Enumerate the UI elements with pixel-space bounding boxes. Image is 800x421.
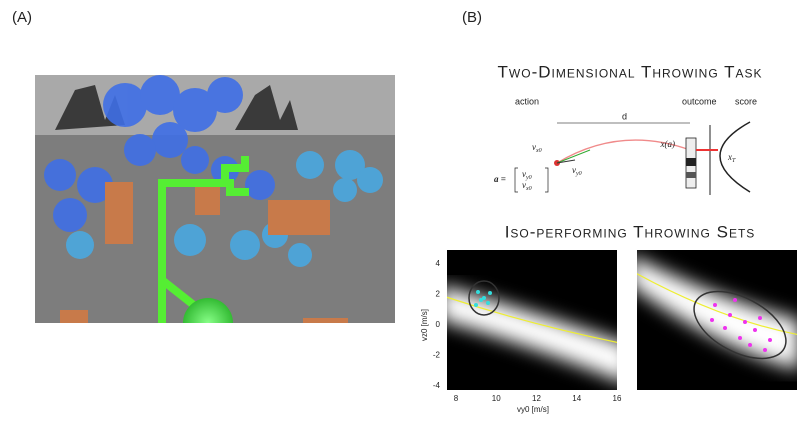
math: xT [727, 152, 736, 164]
label: d [622, 111, 627, 121]
x-axis-label: vy0 [m/s] [517, 405, 549, 414]
label: score [735, 96, 757, 106]
label: outcome [682, 96, 717, 106]
tick-label: 12 [532, 394, 541, 403]
tick-label: 4 [436, 259, 441, 268]
scene [35, 75, 395, 353]
tick-label: -2 [433, 351, 441, 360]
y-axis-label: vz0 [m/s] [420, 309, 429, 341]
math: vx0 [522, 180, 532, 192]
math: vx0 [532, 142, 542, 154]
tick-label: 0 [436, 320, 441, 329]
math: vy0 [572, 165, 582, 177]
panel-label: (B) [462, 9, 482, 26]
heatmap [447, 250, 617, 390]
tick-label: 14 [572, 394, 581, 403]
tick-label: -4 [433, 381, 441, 390]
math: a = [494, 174, 506, 184]
math: vy0 [522, 169, 532, 181]
panel-label: (A) [12, 9, 32, 26]
heatmap [637, 250, 797, 390]
tick-label: 10 [492, 394, 501, 403]
label: action [515, 96, 539, 106]
math: x(a) [660, 139, 676, 149]
title: Two-Dimensional Throwing Task [498, 62, 763, 81]
throw-diagram: action outcome score d vx0 vy0 x(a) xT a… [494, 96, 757, 195]
axes: vz0 [m/s] vy0 [m/s] 4 2 0 -2 -4 8 10 12 14 16 [420, 259, 622, 414]
tick-label: 16 [613, 394, 622, 403]
subtitle: Iso-performing Throwing Sets [505, 222, 756, 241]
tick-label: 8 [454, 394, 459, 403]
tick-label: 2 [436, 290, 441, 299]
